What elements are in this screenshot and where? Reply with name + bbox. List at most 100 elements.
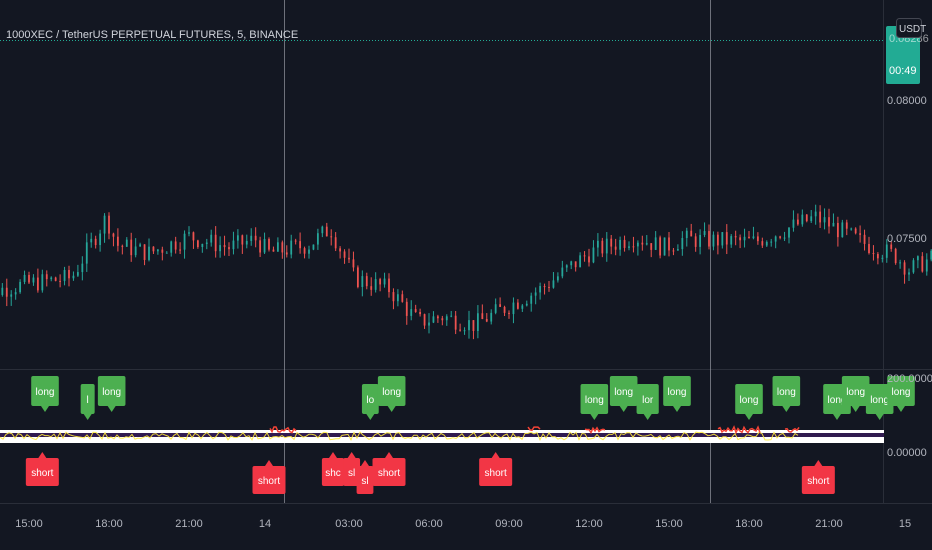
candle-body [805, 214, 808, 222]
candle-body [316, 233, 319, 245]
candle-body [228, 247, 230, 250]
candle-body [276, 242, 279, 252]
time-axis-label: 18:00 [95, 518, 123, 530]
svg-text:shc: shc [325, 468, 341, 479]
candle-body [241, 235, 244, 245]
candle-body [796, 219, 799, 225]
short-signal-label: sl [356, 460, 374, 494]
candle-body [294, 240, 297, 242]
candle-body [308, 249, 310, 254]
candle-body [205, 242, 208, 244]
candle-body [281, 242, 284, 253]
candle-body [903, 262, 906, 275]
candle-body [823, 217, 826, 223]
candle-body [339, 248, 342, 252]
svg-text:long: long [36, 387, 55, 398]
long-signal-label: long [580, 384, 609, 420]
candle-body [845, 222, 848, 229]
long-signal-label: long [772, 376, 801, 412]
svg-text:long: long [892, 387, 911, 398]
candle-body [121, 245, 124, 247]
candle-body [814, 211, 817, 217]
candle-body [476, 313, 479, 332]
candle-body [454, 315, 457, 330]
price-tag-countdown: 00:49 [889, 65, 917, 77]
short-signal-label: short [25, 452, 59, 486]
candle-body [423, 314, 426, 326]
candle-body [441, 318, 444, 321]
currency-button[interactable]: USDT [896, 18, 927, 38]
time-axis[interactable]: 15:00 18:00 21:00 14 03:00 06:00 09:00 12:00 15:… [15, 518, 932, 530]
oscillator-spike [269, 426, 297, 434]
osc-lower-band [0, 440, 884, 443]
candle-body [130, 239, 133, 256]
svg-text:sl: sl [361, 476, 368, 487]
candle-body [472, 320, 475, 332]
candle-body [561, 267, 564, 277]
candle-body [432, 316, 435, 323]
candle-body [730, 236, 733, 245]
candle-body [85, 242, 88, 264]
candle-body [925, 259, 928, 272]
candle-body [610, 238, 613, 247]
candle-body [103, 215, 106, 234]
time-axis-label: 03:00 [335, 518, 363, 530]
time-axis-label: 18:00 [735, 518, 763, 530]
candle-body [525, 303, 528, 306]
candle-body [254, 235, 257, 241]
candle-body [548, 286, 550, 288]
candle-body [156, 249, 159, 252]
candle-body [774, 236, 777, 242]
candle-body [654, 237, 657, 250]
indicator-tick: 0.00000 [887, 447, 927, 459]
candle-body [636, 242, 639, 247]
oscillator-spike [784, 426, 800, 433]
time-axis-label: 09:00 [495, 518, 523, 530]
candle-body [828, 217, 830, 227]
candle-body [890, 244, 893, 249]
candle-body [396, 294, 399, 302]
long-signal-label: lo [361, 384, 379, 420]
candle-body [783, 237, 786, 239]
long-signal-label: long [735, 384, 763, 420]
candle-body [50, 277, 53, 280]
candle-body [490, 312, 493, 322]
candle-body [232, 240, 235, 250]
candle-body [854, 228, 857, 234]
candle-body [148, 246, 150, 260]
candle-body [196, 240, 199, 247]
candle-body [508, 312, 510, 315]
candle-body [188, 232, 190, 234]
candle-body [641, 242, 644, 245]
candle-body [659, 237, 662, 256]
time-axis-label: 21:00 [175, 518, 203, 530]
candle-body [68, 270, 70, 279]
candle-body [1, 287, 4, 295]
time-axis-label: 15:00 [655, 518, 683, 530]
candle-body [165, 252, 168, 254]
candle-body [94, 238, 97, 246]
candle-body [352, 259, 355, 268]
candle-body [348, 257, 350, 260]
candle-body [383, 278, 386, 285]
candle-body [881, 257, 884, 259]
candle-body [361, 276, 364, 288]
indicator-tick: 200.00000 [887, 373, 932, 385]
candle-body [23, 274, 26, 282]
svg-text:short: short [378, 468, 400, 479]
candle-body [192, 232, 195, 241]
candle-body [850, 228, 853, 230]
candle-body [45, 274, 48, 280]
candle-body [134, 246, 137, 256]
long-signal-label: long [97, 376, 126, 412]
candle-body [725, 232, 728, 245]
candle-body [605, 238, 608, 254]
oscillator-spike [717, 425, 761, 435]
oscillator-line [0, 431, 799, 441]
candle-body [436, 316, 439, 319]
long-signal-label: long [865, 384, 894, 420]
svg-text:sl: sl [348, 468, 355, 479]
svg-text:lor: lor [642, 395, 654, 406]
candlestick-series [1, 204, 932, 340]
